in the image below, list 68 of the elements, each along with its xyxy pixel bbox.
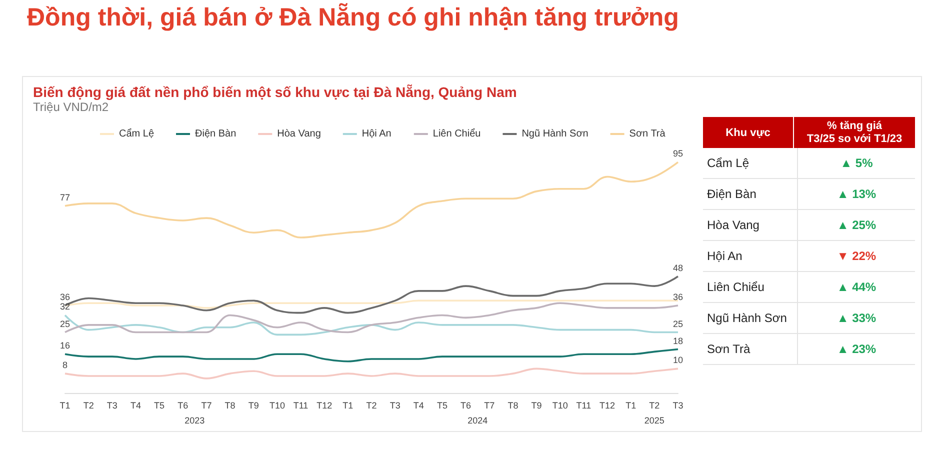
legend-label: Liên Chiểu xyxy=(432,128,481,140)
data-label: 77 xyxy=(60,192,70,202)
legend-label: Điện Bàn xyxy=(195,128,236,140)
y-axis-title: Triệu VND/m2 xyxy=(33,100,109,114)
data-label: 95 xyxy=(672,148,684,159)
data-label: 10 xyxy=(672,355,684,366)
x-tick-label: T9 xyxy=(248,400,259,410)
category-label: Hội An xyxy=(703,241,798,272)
category-label: Ngũ Hành Sơn xyxy=(703,303,798,334)
text: % tăng giá T3/25 so với T1/23 xyxy=(806,118,904,146)
x-tick-label: T1 xyxy=(342,400,354,410)
legend-label: Ngũ Hành Sơn xyxy=(522,128,588,140)
category-label: Điện Bàn xyxy=(703,179,798,210)
text: 2025 xyxy=(644,416,664,426)
x-tick-label: T9 xyxy=(531,400,542,410)
chart-subtitle: Biến động giá đất nền phổ biến một số khu vực tại Đà Nẵng, Quảng Nam xyxy=(33,84,517,100)
text: ▲ 44% xyxy=(836,280,876,294)
data-label: 48 xyxy=(672,262,684,273)
x-tick-label: T1 xyxy=(60,400,70,410)
data-label: 36 xyxy=(672,292,684,302)
chart-title: Đồng thời, giá bán ở Đà Nẵng có ghi nhận tăng trưởng xyxy=(27,2,679,32)
x-tick-label: T10 xyxy=(269,400,285,410)
text: Khu vực xyxy=(703,117,794,148)
data-label: 8 xyxy=(62,360,68,370)
data-label: 18 xyxy=(672,336,684,346)
text: ▲ 25% xyxy=(836,218,876,232)
x-tick-label: T2 xyxy=(366,400,377,410)
legend-label: Cẩm Lệ xyxy=(119,128,154,140)
x-tick-label: T8 xyxy=(224,400,236,410)
category-label: Liên Chiểu xyxy=(703,272,798,303)
x-tick-label: T1 xyxy=(626,400,636,410)
x-tick-label: T8 xyxy=(508,400,518,410)
x-tick-label: T2 xyxy=(649,400,660,410)
x-tick-label: T5 xyxy=(436,400,448,410)
text: 2023 xyxy=(184,416,205,426)
text: ▲ 13% xyxy=(836,187,876,201)
text: ▲ 5% xyxy=(840,156,873,170)
x-tick-label: T6 xyxy=(178,400,188,410)
x-tick-label: T11 xyxy=(576,400,592,410)
data-label: 16 xyxy=(60,340,70,351)
data-label: 32 xyxy=(60,302,70,312)
category-label: Hòa Vang xyxy=(703,210,798,241)
x-tick-label: T4 xyxy=(130,400,141,410)
legend-label: Hội An xyxy=(362,128,392,140)
x-tick-label: T10 xyxy=(552,400,568,410)
data-label: 25 xyxy=(60,318,70,329)
legend-label: Hòa Vang xyxy=(277,128,321,140)
x-tick-label: T5 xyxy=(154,400,165,410)
data-label: 36 xyxy=(60,292,70,302)
data-label: 25 xyxy=(672,318,684,329)
x-tick-label: T7 xyxy=(484,400,495,410)
x-tick-label: T2 xyxy=(83,400,94,410)
x-tick-label: T7 xyxy=(201,400,212,410)
x-tick-label: T6 xyxy=(460,400,472,410)
legend-label: Sơn Trà xyxy=(629,128,666,140)
category-label: Cẩm Lệ xyxy=(703,148,798,179)
x-tick-label: T12 xyxy=(600,400,616,410)
x-tick-label: T11 xyxy=(293,400,308,410)
x-tick-label: T3 xyxy=(672,400,684,410)
x-tick-label: T3 xyxy=(390,400,400,410)
x-tick-label: T4 xyxy=(413,400,424,410)
x-tick-label: T12 xyxy=(316,400,332,410)
text: ▼ 22% xyxy=(836,249,876,263)
x-tick-label: T3 xyxy=(106,400,118,410)
category-label: Sơn Trà xyxy=(703,334,798,365)
text: ▲ 33% xyxy=(836,311,876,325)
text: 2024 xyxy=(468,416,488,426)
text: ▲ 23% xyxy=(836,342,876,356)
